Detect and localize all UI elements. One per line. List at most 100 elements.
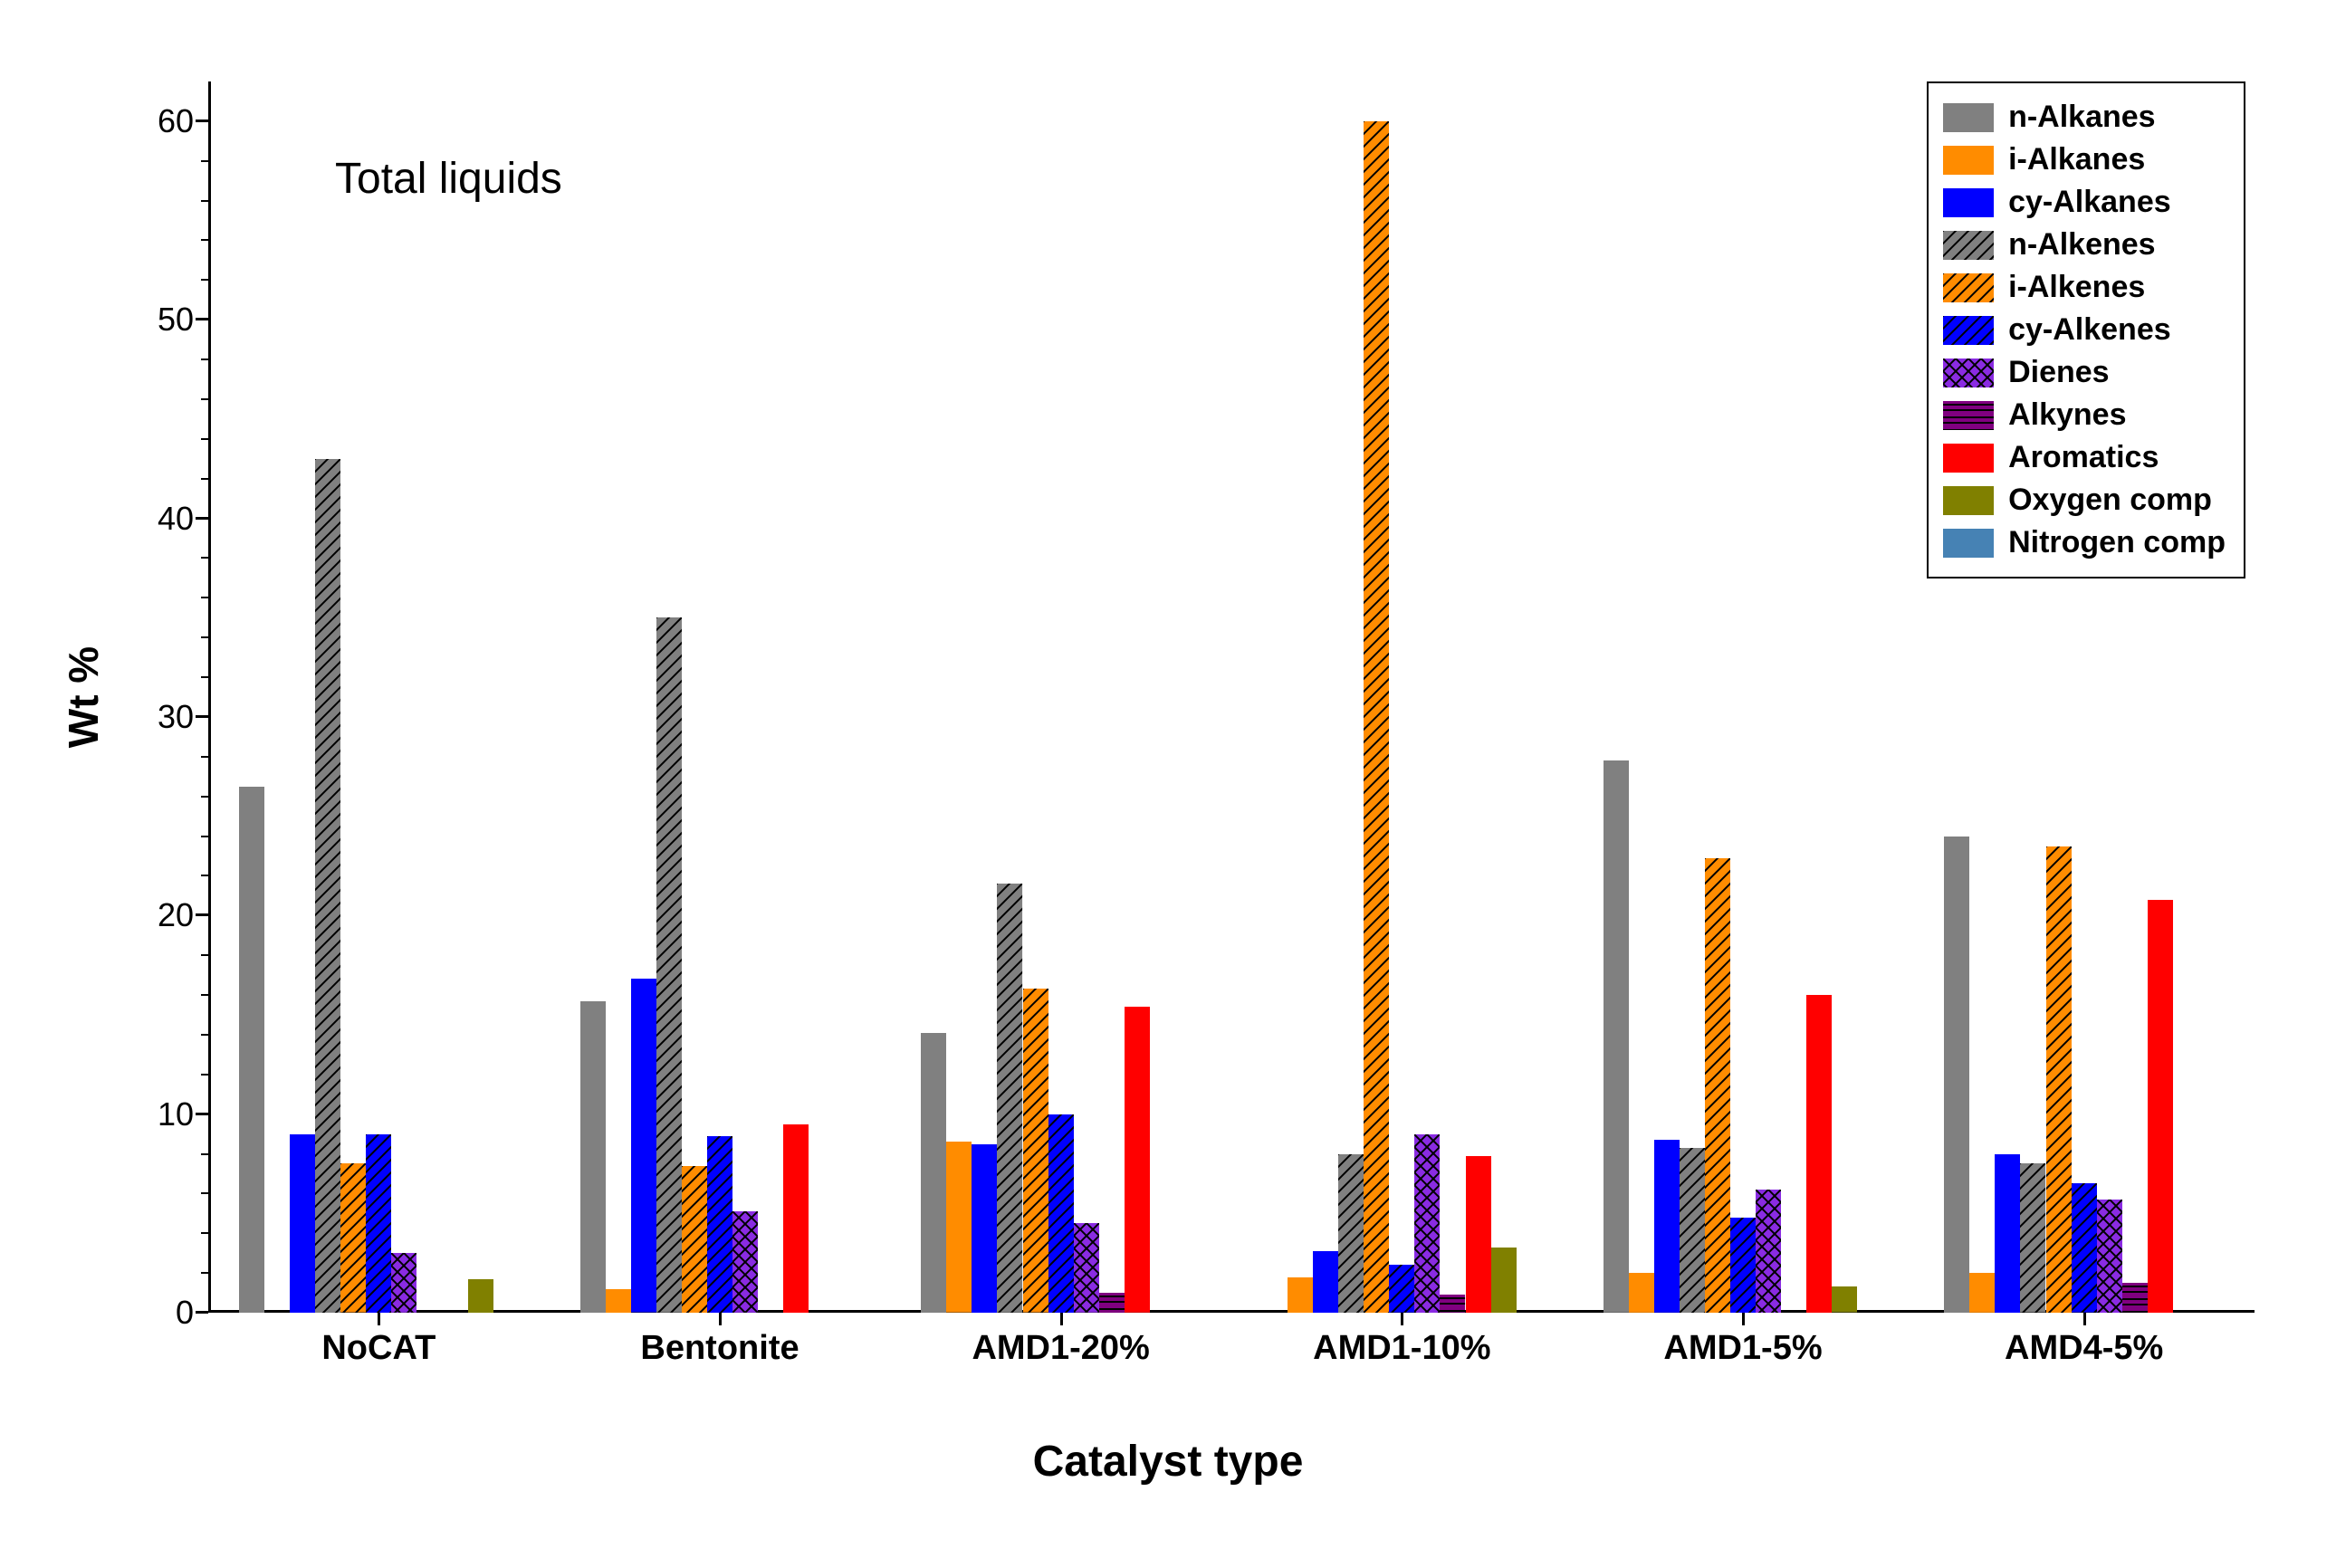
legend-label: Dienes bbox=[2008, 355, 2110, 390]
bar bbox=[1944, 837, 1969, 1313]
y-minor-tick bbox=[201, 279, 208, 281]
bar bbox=[1969, 1273, 1995, 1313]
bar bbox=[290, 1134, 315, 1313]
bar bbox=[1730, 1218, 1756, 1313]
plot-area: Total liquids 0102030405060NoCATBentonit… bbox=[208, 81, 2255, 1313]
y-minor-tick bbox=[201, 994, 208, 996]
bar bbox=[707, 1136, 732, 1313]
legend-item: i-Alkanes bbox=[1943, 139, 2226, 181]
bar bbox=[1604, 760, 1629, 1313]
bar bbox=[1338, 1154, 1364, 1313]
x-tick bbox=[1401, 1313, 1403, 1325]
y-minor-tick bbox=[201, 676, 208, 678]
bar bbox=[946, 1142, 972, 1313]
bar bbox=[340, 1163, 366, 1313]
legend-item: n-Alkanes bbox=[1943, 96, 2226, 139]
legend-swatch bbox=[1943, 444, 1994, 473]
bar bbox=[1832, 1286, 1857, 1313]
y-minor-tick bbox=[201, 1074, 208, 1076]
bar bbox=[783, 1124, 809, 1313]
y-minor-tick bbox=[201, 597, 208, 598]
bar bbox=[2046, 846, 2072, 1313]
bar bbox=[2148, 900, 2173, 1313]
legend-swatch bbox=[1943, 273, 1994, 302]
y-tick-label: 0 bbox=[176, 1294, 194, 1332]
legend-item: Aromatics bbox=[1943, 436, 2226, 479]
chart-subtitle: Total liquids bbox=[335, 154, 562, 204]
legend-label: Aromatics bbox=[2008, 440, 2159, 475]
y-minor-tick bbox=[201, 756, 208, 758]
y-minor-tick bbox=[201, 636, 208, 638]
bar bbox=[391, 1253, 416, 1313]
y-axis bbox=[208, 81, 211, 1313]
y-minor-tick bbox=[201, 438, 208, 440]
y-minor-tick bbox=[201, 478, 208, 480]
bar bbox=[1048, 1114, 1074, 1313]
bar bbox=[997, 884, 1022, 1313]
y-tick bbox=[196, 318, 208, 320]
bar bbox=[682, 1166, 707, 1313]
legend-label: cy-Alkenes bbox=[2008, 312, 2171, 348]
y-axis-label: Wt % bbox=[59, 646, 108, 748]
y-minor-tick bbox=[201, 200, 208, 202]
y-tick-label: 20 bbox=[158, 896, 194, 934]
bar bbox=[1491, 1248, 1517, 1313]
legend-label: Oxygen comp bbox=[2008, 483, 2212, 518]
y-tick-label: 60 bbox=[158, 102, 194, 140]
bar bbox=[1074, 1223, 1099, 1313]
x-tick bbox=[378, 1313, 380, 1325]
bar bbox=[1364, 121, 1389, 1313]
y-minor-tick bbox=[201, 1272, 208, 1274]
legend-item: cy-Alkenes bbox=[1943, 309, 2226, 351]
y-minor-tick bbox=[201, 160, 208, 162]
y-tick bbox=[196, 1113, 208, 1115]
legend-swatch bbox=[1943, 316, 1994, 345]
legend-label: cy-Alkanes bbox=[2008, 185, 2171, 220]
bar bbox=[2072, 1183, 2097, 1313]
y-tick bbox=[196, 715, 208, 718]
y-minor-tick bbox=[201, 875, 208, 876]
legend: n-Alkanesi-Alkanes cy-Alkanes n-Alkenes i-A… bbox=[1927, 81, 2245, 578]
legend-item: Nitrogen comp bbox=[1943, 521, 2226, 564]
legend-item: cy-Alkanes bbox=[1943, 181, 2226, 224]
bar bbox=[921, 1033, 946, 1313]
chart-frame: Total liquids 0102030405060NoCATBentonit… bbox=[27, 27, 2309, 1541]
bar bbox=[1440, 1295, 1465, 1313]
bar bbox=[972, 1144, 997, 1313]
y-tick-label: 30 bbox=[158, 698, 194, 736]
y-tick-label: 50 bbox=[158, 301, 194, 339]
x-tick bbox=[2083, 1313, 2086, 1325]
legend-swatch bbox=[1943, 146, 1994, 175]
legend-label: i-Alkenes bbox=[2008, 270, 2145, 305]
legend-label: n-Alkenes bbox=[2008, 227, 2156, 263]
bar bbox=[1756, 1190, 1781, 1313]
legend-swatch bbox=[1943, 529, 1994, 558]
y-minor-tick bbox=[201, 836, 208, 837]
x-tick-label: AMD1-10% bbox=[1313, 1329, 1490, 1368]
bar bbox=[366, 1134, 391, 1313]
bar bbox=[1995, 1154, 2020, 1313]
y-minor-tick bbox=[201, 1153, 208, 1155]
legend-item: Dienes bbox=[1943, 351, 2226, 394]
y-minor-tick bbox=[201, 796, 208, 798]
bar bbox=[1099, 1293, 1125, 1313]
y-minor-tick bbox=[201, 1232, 208, 1234]
bar bbox=[1414, 1134, 1440, 1313]
y-minor-tick bbox=[201, 1192, 208, 1194]
bar bbox=[2020, 1163, 2045, 1313]
x-tick bbox=[1060, 1313, 1063, 1325]
x-tick-label: AMD4-5% bbox=[2005, 1329, 2163, 1368]
y-minor-tick bbox=[201, 359, 208, 360]
bar bbox=[580, 1001, 606, 1313]
y-minor-tick bbox=[201, 239, 208, 241]
legend-label: Alkynes bbox=[2008, 397, 2126, 433]
legend-label: Nitrogen comp bbox=[2008, 525, 2226, 560]
x-tick-label: AMD1-20% bbox=[972, 1329, 1149, 1368]
bar bbox=[1313, 1251, 1338, 1313]
x-axis-label: Catalyst type bbox=[1033, 1437, 1304, 1487]
x-tick-label: NoCAT bbox=[321, 1329, 436, 1368]
bar bbox=[1680, 1148, 1705, 1313]
y-tick bbox=[196, 120, 208, 122]
bar bbox=[1389, 1265, 1414, 1313]
legend-swatch bbox=[1943, 486, 1994, 515]
